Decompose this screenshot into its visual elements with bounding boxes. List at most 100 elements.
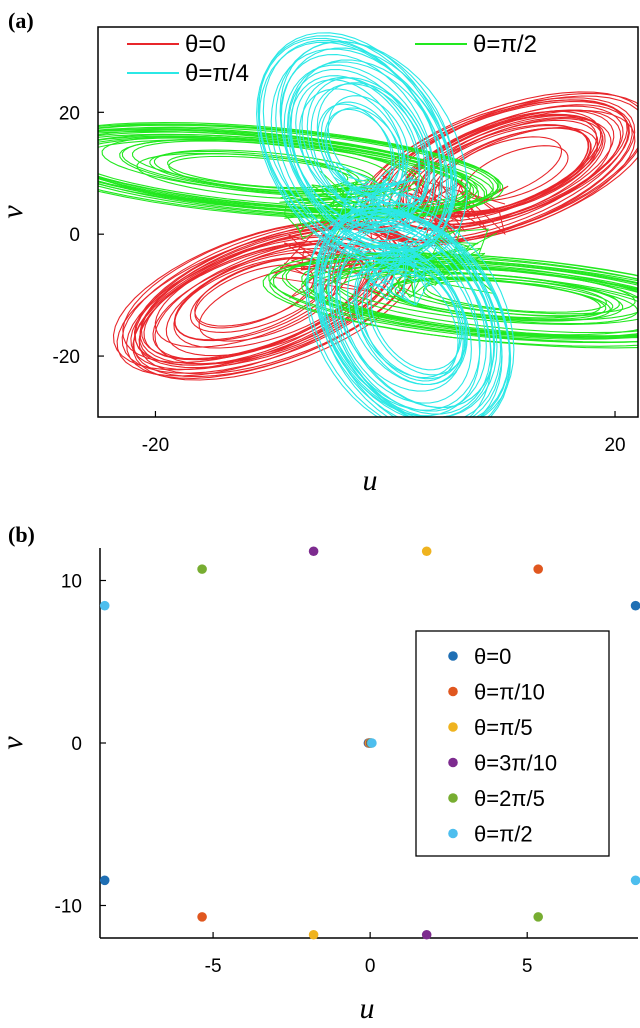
data-point — [308, 929, 319, 940]
orbit-loop — [313, 208, 503, 417]
orbit-transition — [357, 235, 425, 301]
legend-label-b: θ=π/2 — [474, 822, 533, 847]
orbit-loop — [116, 227, 397, 377]
orbit-loop — [319, 229, 481, 417]
orbit-transition — [347, 242, 416, 306]
orbit-loop — [149, 150, 360, 192]
orbit-loop — [295, 79, 405, 207]
x-tick-label-a: -20 — [142, 435, 169, 456]
y-tick-label-b: 10 — [61, 572, 82, 593]
plot-area-a — [98, 32, 638, 417]
orbit-loop — [422, 280, 614, 317]
orbit-loop — [130, 236, 382, 371]
orbit-loop — [335, 244, 472, 404]
x-axis-label-a: u — [363, 464, 378, 497]
panel-a-label: (a) — [8, 8, 34, 33]
orbit-loop — [194, 264, 315, 329]
legend-marker-b — [448, 828, 458, 839]
x-tick-label-b: -5 — [205, 956, 222, 977]
y-tick-label-a: 20 — [59, 103, 80, 124]
orbit-loop — [319, 210, 498, 417]
orbit-loop — [386, 278, 611, 322]
orbit-loop — [360, 91, 638, 244]
y-tick-label-b: -10 — [55, 897, 82, 918]
orbit-loop — [280, 54, 435, 233]
orbit-loop — [279, 40, 456, 246]
y-tick-label-a: -20 — [53, 347, 80, 368]
orbit-loop — [269, 257, 638, 349]
orbit-loop — [262, 258, 638, 347]
legend-label-a: θ=0 — [185, 31, 226, 58]
legend-marker-b — [448, 793, 458, 803]
orbit-loop — [382, 99, 628, 230]
data-point — [99, 600, 110, 611]
orbit-loop — [325, 107, 404, 198]
orbit-loop — [315, 207, 502, 417]
orbit-loop — [355, 259, 464, 385]
orbit-loop — [321, 202, 515, 417]
orbit-loop — [152, 248, 363, 361]
orbit-loop — [98, 129, 469, 208]
orbit-loop — [336, 223, 496, 409]
data-point — [99, 875, 110, 886]
orbit-loop — [281, 254, 638, 338]
scatter-series-5 — [99, 600, 640, 886]
attractor-series-2 — [256, 32, 515, 417]
orbit-transition — [351, 241, 437, 278]
orbit-loop — [353, 97, 636, 247]
legend-marker-b — [448, 757, 458, 768]
data-point — [533, 564, 543, 574]
orbit-loop — [272, 257, 638, 344]
legend-marker-b — [448, 686, 458, 697]
orbit-loop — [138, 227, 414, 375]
orbit-loop — [335, 264, 638, 334]
orbit-loop — [174, 256, 331, 341]
x-tick-label-a: 20 — [604, 435, 625, 456]
data-point — [421, 929, 432, 940]
orbit-loop — [133, 227, 415, 378]
x-tick-label-b: 5 — [522, 956, 533, 977]
orbit-loop — [320, 101, 401, 194]
data-point — [367, 738, 377, 748]
orbit-transition — [414, 180, 506, 236]
orbit-loop — [333, 262, 638, 325]
orbit-loop — [315, 210, 495, 417]
plot-frame-a — [97, 26, 639, 418]
data-point — [197, 912, 207, 922]
data-point — [197, 564, 207, 574]
legend-label-b: θ=0 — [474, 644, 511, 669]
orbit-loop — [361, 268, 459, 382]
x-axis-label-b: u — [360, 992, 375, 1025]
orbit-loop — [140, 234, 375, 360]
orbit-loop — [325, 271, 638, 336]
orbit-loop — [305, 216, 492, 417]
orbit-loop — [315, 209, 512, 417]
y-tick-label-b: 0 — [71, 734, 82, 755]
legend-label-b: θ=π/10 — [474, 680, 545, 705]
y-axis-label-b: v — [0, 736, 29, 750]
legend-marker-b — [448, 722, 458, 732]
orbit-transition — [343, 178, 416, 219]
orbit-transition — [354, 251, 399, 302]
orbit-transition — [345, 176, 402, 233]
data-point — [630, 875, 640, 886]
x-tick-label-b: 0 — [365, 956, 376, 977]
data-point — [308, 546, 319, 557]
orbit-loop — [353, 253, 461, 379]
y-axis-label-a: v — [0, 205, 29, 219]
legend-box-b — [415, 630, 610, 857]
orbit-loop — [327, 212, 511, 417]
orbit-loop — [283, 64, 436, 242]
y-tick-label-a: 0 — [69, 225, 80, 246]
legend-label-b: θ=π/5 — [474, 715, 533, 740]
orbit-loop — [318, 222, 481, 411]
legend-label-b: θ=3π/10 — [474, 751, 557, 776]
data-point — [630, 600, 640, 611]
legend-label-b: θ=2π/5 — [474, 786, 545, 811]
data-point — [421, 546, 432, 557]
orbit-transition — [364, 241, 426, 290]
data-point — [533, 912, 543, 922]
orbit-loop — [307, 207, 503, 417]
orbit-loop — [317, 103, 393, 191]
